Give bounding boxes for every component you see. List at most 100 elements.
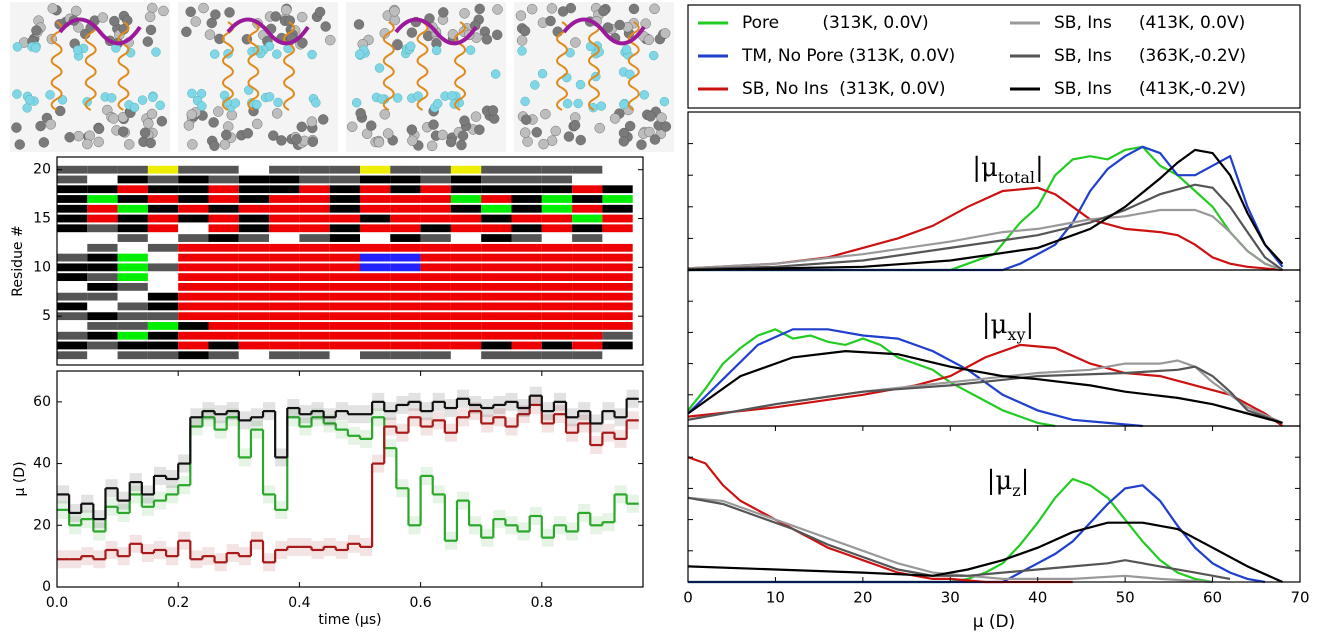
membrane-bead [140, 128, 150, 138]
membrane-bead [213, 107, 223, 117]
state-cell [542, 234, 572, 242]
state-cell [269, 215, 299, 223]
state-cell [451, 263, 481, 271]
state-cell [118, 195, 148, 203]
x-tick-label: 40 [1028, 589, 1047, 607]
membrane-bead [407, 136, 417, 146]
x-tick-label: 20 [853, 589, 872, 607]
membrane-bead [272, 108, 282, 118]
membrane-bead [540, 109, 550, 119]
state-cell [118, 254, 148, 262]
state-cell [390, 215, 420, 223]
y-tick-label: 20 [33, 162, 51, 178]
membrane-bead [184, 120, 194, 130]
state-cell [421, 342, 451, 350]
state-cell [178, 224, 208, 232]
state-cell [330, 351, 360, 359]
membrane-bead [271, 11, 281, 21]
state-cell [299, 303, 329, 311]
state-cell [208, 254, 238, 262]
headgroup-bead [13, 42, 22, 51]
state-cell [511, 283, 541, 291]
state-cell [330, 244, 360, 252]
state-cell [118, 185, 148, 193]
state-cell [87, 234, 117, 242]
membrane-bead [657, 113, 667, 123]
state-cell [208, 215, 238, 223]
membrane-bead [629, 4, 639, 14]
x-tick-label: 0.0 [46, 595, 68, 611]
state-cell [299, 293, 329, 301]
state-cell [542, 283, 572, 291]
headgroup-bead [73, 45, 82, 54]
state-cell [239, 332, 269, 340]
annotation-subscript: xy [1007, 325, 1025, 344]
membrane-bead [186, 7, 196, 17]
membrane-bead [315, 7, 325, 17]
state-cell [542, 244, 572, 252]
state-cell [451, 312, 481, 320]
state-cell [360, 185, 390, 193]
state-cell [148, 176, 178, 184]
state-cell [208, 185, 238, 193]
state-cell [148, 273, 178, 281]
membrane-bead [36, 121, 46, 131]
membrane-bead [65, 132, 75, 142]
membrane-bead [636, 140, 646, 150]
state-cell [481, 205, 511, 213]
state-cell [451, 166, 481, 174]
headgroup-bead [491, 70, 500, 79]
state-cell [239, 273, 269, 281]
state-cell [299, 332, 329, 340]
state-cell [360, 224, 390, 232]
legend-label: Pore (313K, 0.0V) [742, 13, 929, 33]
state-cell [421, 303, 451, 311]
state-cell [178, 215, 208, 223]
state-cell [57, 273, 87, 281]
membrane-bead [619, 136, 629, 146]
membrane-bead [46, 119, 56, 129]
state-cell [118, 303, 148, 311]
state-cell [148, 263, 178, 271]
headgroup-bead [530, 80, 539, 89]
state-cell [542, 332, 572, 340]
headgroup-bead [151, 48, 160, 57]
headgroup-bead [311, 98, 320, 107]
state-cell [178, 332, 208, 340]
state-cell [148, 312, 178, 320]
state-cell [602, 312, 632, 320]
state-cell [330, 176, 360, 184]
state-cell [208, 176, 238, 184]
state-cell [360, 293, 390, 301]
headgroup-bead [265, 92, 274, 101]
state-cell [542, 303, 572, 311]
state-cell [239, 351, 269, 359]
state-cell [178, 303, 208, 311]
state-cell [421, 224, 451, 232]
headgroup-bead [619, 100, 628, 109]
membrane-bead [456, 140, 466, 150]
membrane-bead [520, 26, 530, 36]
membrane-bead [492, 30, 502, 40]
state-cell [451, 254, 481, 262]
distribution-line [688, 210, 1283, 270]
y-tick-label: 0 [42, 579, 51, 595]
membrane-bead [448, 29, 458, 39]
membrane-bead [482, 34, 492, 44]
state-cell [511, 273, 541, 281]
state-cell [178, 342, 208, 350]
membrane-bead [516, 11, 526, 21]
state-cell [148, 254, 178, 262]
state-cell [451, 283, 481, 291]
state-cell [511, 215, 541, 223]
state-cell [390, 185, 420, 193]
state-cell [299, 215, 329, 223]
y-tick-label: 20 [33, 517, 51, 533]
y-tick-label: 15 [33, 211, 51, 227]
state-cell [481, 244, 511, 252]
state-cell [57, 224, 87, 232]
headgroup-bead [597, 102, 606, 111]
state-cell [542, 195, 572, 203]
headgroup-bead [538, 69, 547, 78]
state-cell [511, 205, 541, 213]
